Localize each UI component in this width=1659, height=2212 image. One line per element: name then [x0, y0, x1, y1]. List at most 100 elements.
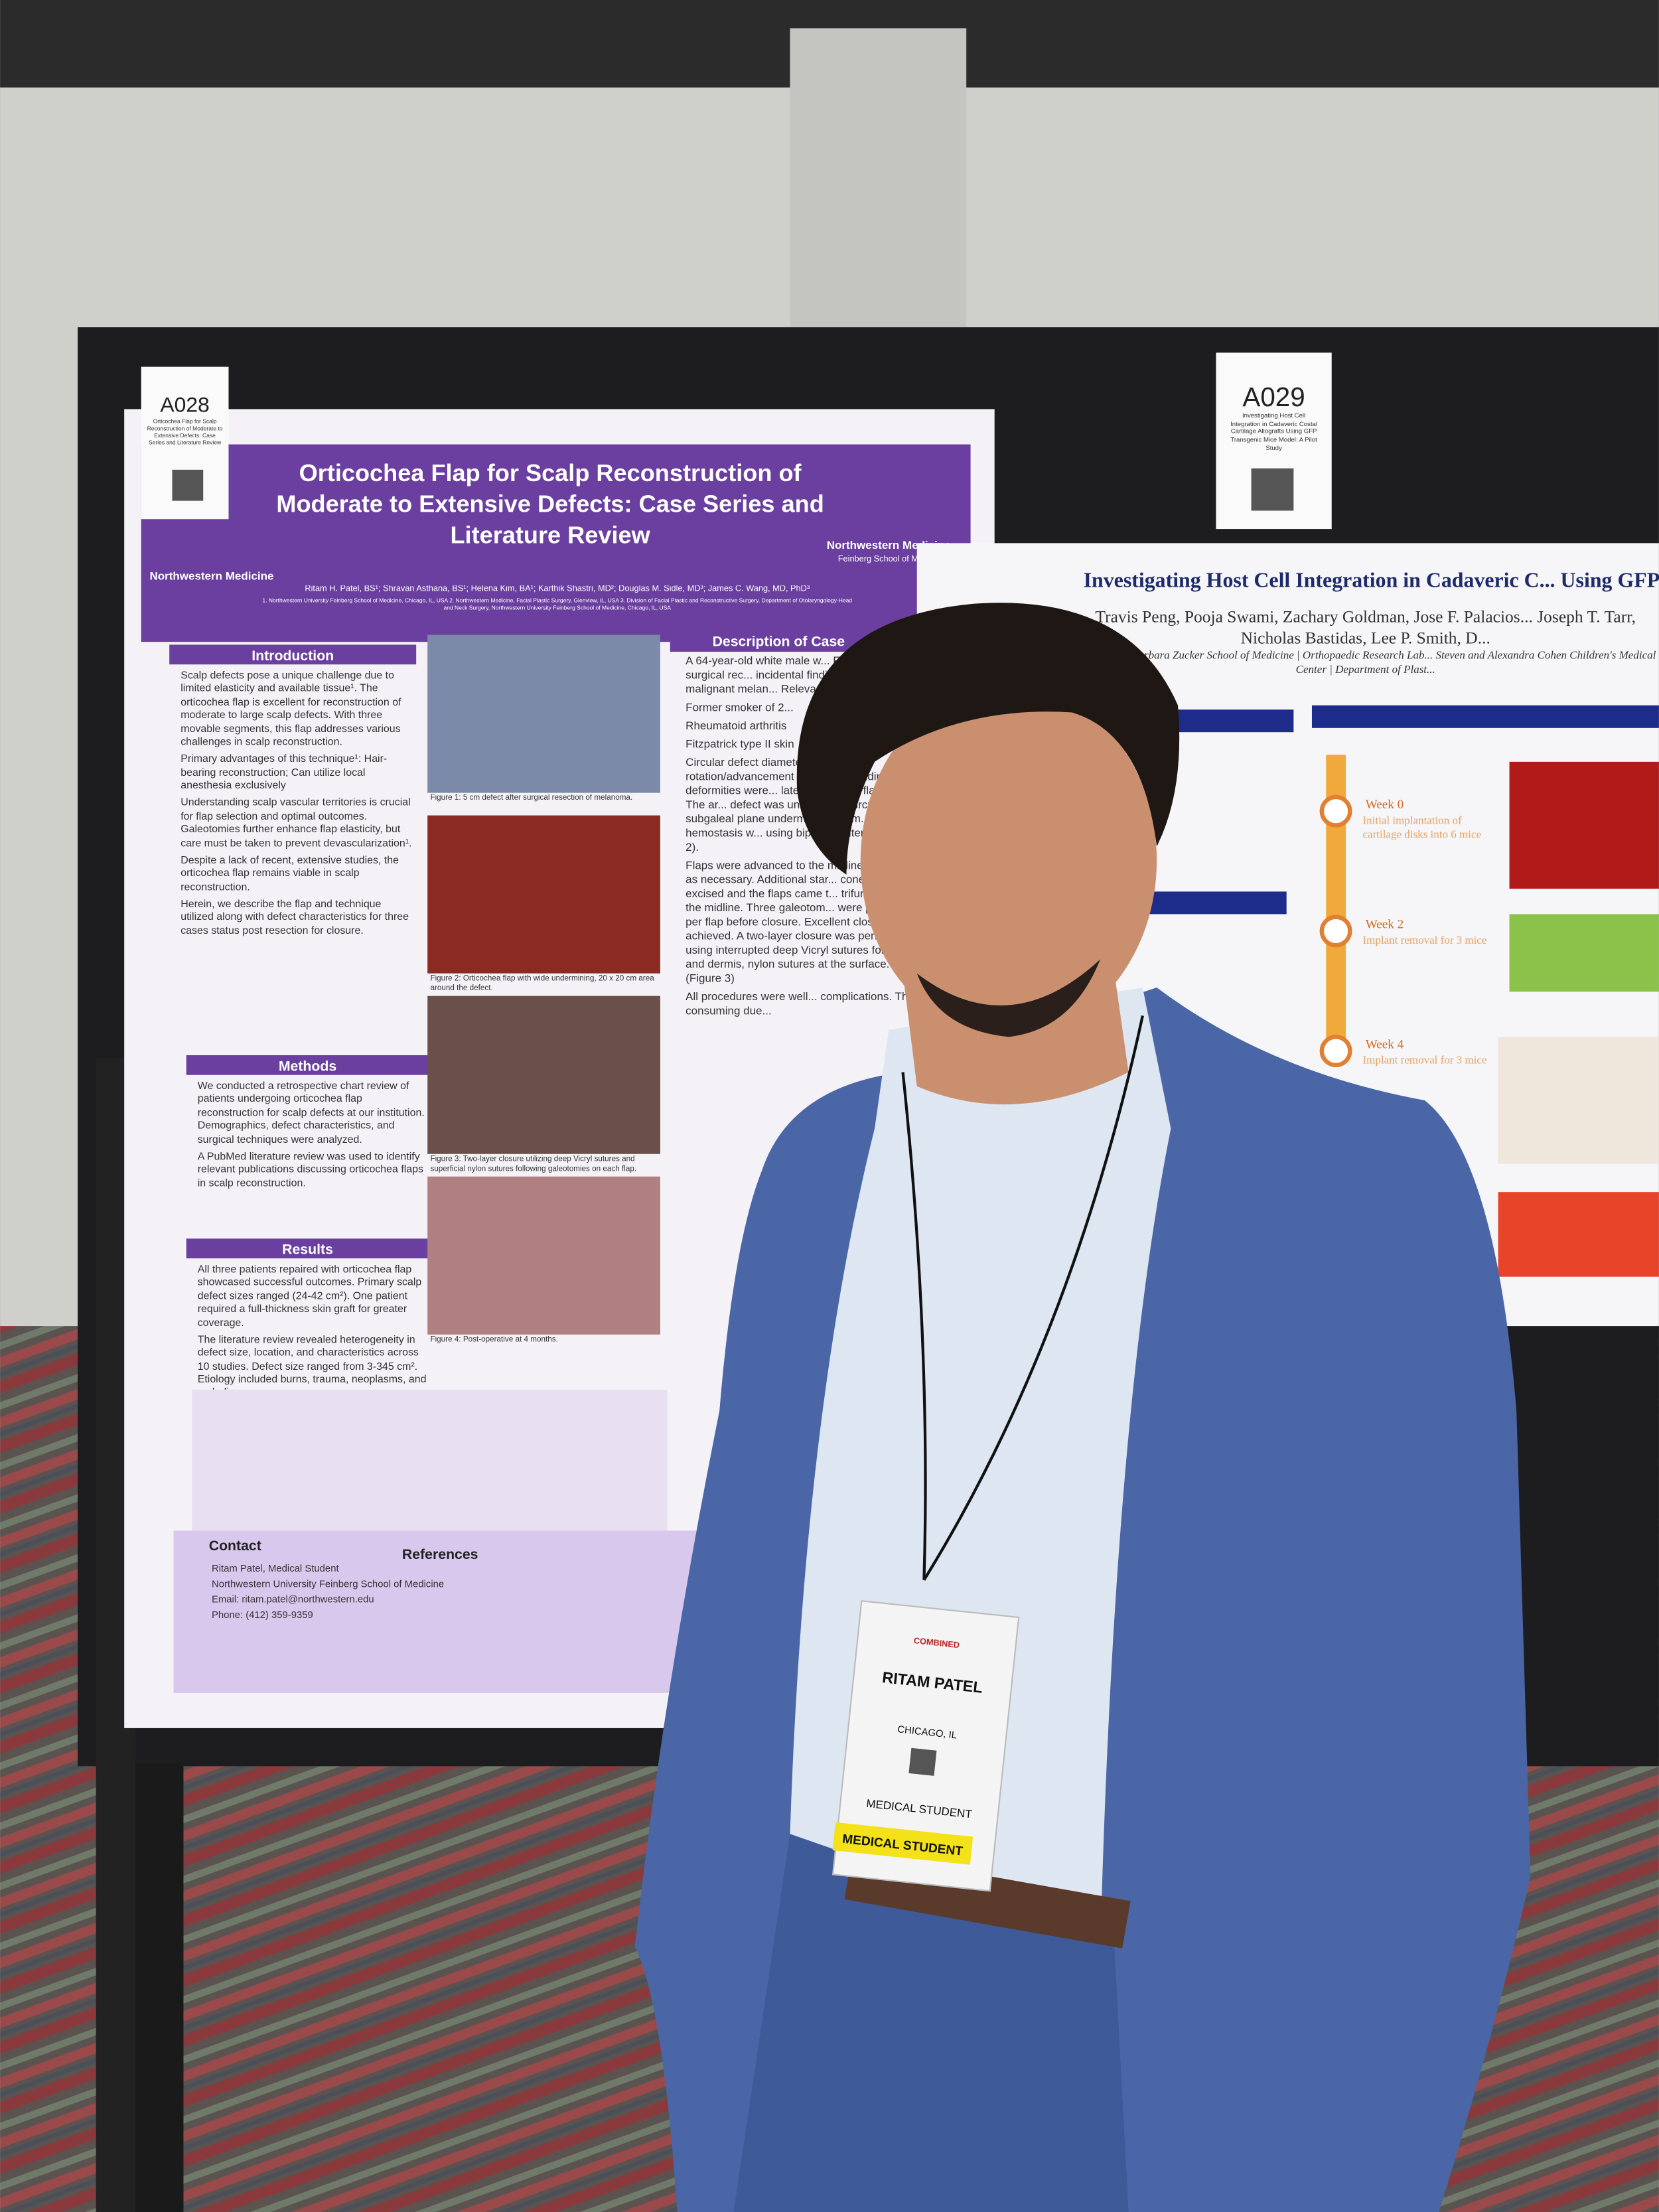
results-table [192, 1389, 668, 1538]
bullet: Flaps were advanced to the midline... ro… [685, 859, 921, 986]
timeline-text-box: Implant removal for 3 mice [1362, 1053, 1487, 1067]
bullet: Rheumatoid arthritis [685, 719, 921, 733]
bullet: We conducted a retrospective chart revie… [198, 1079, 429, 1145]
section-body-box: Scalp defects pose a unique challenge du… [169, 669, 416, 1064]
bullet: All three patients repaired with orticoc… [198, 1262, 429, 1329]
bullet: Former smoker of 2... [685, 701, 921, 715]
logo: Northwestern Medicine [149, 570, 273, 583]
section-body: Scalp defects pose a unique challenge du… [169, 669, 416, 937]
figure-image [427, 815, 660, 974]
contact: Ritam Patel, Medical Student Northwestern… [212, 1564, 444, 1621]
right-authors-box: Travis Peng, Pooja Swami, Zachary Goldma… [1072, 607, 1659, 677]
poster-title: Orticochea Flap for Scalp Reconstruction… [276, 459, 824, 550]
figure-caption-box [1509, 914, 1659, 992]
section-heading-bg [169, 644, 417, 665]
bullet: The literature review revealed heterogen… [198, 1333, 429, 1396]
badge-event: COMBINED [913, 1635, 960, 1650]
pillar [790, 28, 967, 339]
bullet-list: We conducted a retrospective chart revie… [186, 1079, 429, 1189]
stand-leg [134, 1763, 184, 2212]
affiliations: Donald and Barbara Zucker School of Medi… [1075, 648, 1656, 676]
sections: Introduction Scalp defects pose a unique … [169, 644, 429, 1396]
contact-line: Ritam Patel, Medical Student [212, 1564, 339, 1574]
poster-title-box: Orticochea Flap for Scalp Reconstruction… [276, 459, 824, 550]
badge-card [831, 1600, 1020, 1892]
bullet: A PubMed literature review was used to i… [198, 1149, 429, 1189]
figure-image [1509, 761, 1659, 889]
figure-image [427, 1176, 660, 1335]
face [860, 684, 1157, 1037]
bullet-list: All three patients repaired with orticoc… [186, 1262, 429, 1396]
bullet: Primary advantages of this technique¹: H… [180, 752, 416, 792]
authors: Ritam H. Patel, BS¹; Shravan Asthana, BS… [261, 585, 853, 610]
figure-caption-box: Figure 2: Orticochea flap with wide unde… [430, 974, 654, 994]
qr-code [1251, 468, 1294, 511]
affiliations: 1. Northwestern University Feinberg Scho… [262, 596, 853, 611]
figure-image [427, 995, 660, 1154]
timeline-text: Initial implantation of cartilage disks … [1362, 814, 1482, 841]
timeline: Week 0 Initial implantation of cartilage … [1319, 794, 1487, 1068]
figure-caption: Figure 4: Post-operative at 4 months. [430, 1335, 558, 1345]
bullet: Fitzpatrick type II skin [685, 738, 921, 752]
figure-caption-box: Figure 4: Post-operative at 4 months. [430, 1335, 558, 1345]
qr-code [172, 469, 204, 501]
timeline-text-box: Initial implantation of cartilage disks … [1362, 814, 1482, 841]
qr-code [908, 1747, 937, 1776]
section-heading: Methods [279, 1058, 336, 1074]
hair [796, 603, 1180, 875]
author-line: Ritam H. Patel, BS¹; Shravan Asthana, BS… [305, 585, 810, 594]
figure-caption: Figure 1: 5 cm defect after surgical res… [430, 794, 633, 803]
section-heading-bg [186, 1055, 429, 1075]
lanyard [901, 1072, 927, 1580]
contact-line: Northwestern University Feinberg School … [212, 1579, 444, 1589]
tag-caption-box: Orticochea Flap for Scalp Reconstruction… [147, 417, 223, 446]
figure-caption-box [1498, 1192, 1659, 1277]
figure-caption-box: Figure 1: 5 cm defect after surgical res… [430, 794, 633, 803]
right-authors: Travis Peng, Pooja Swami, Zachary Goldma… [1072, 607, 1659, 677]
figure-caption: Figure 3: Two-layer closure utilizing de… [430, 1155, 637, 1174]
section-body: We conducted a retrospective chart revie… [186, 1079, 429, 1189]
bullet-list: Scalp defects pose a unique challenge du… [169, 669, 416, 937]
lanyard [922, 1015, 1144, 1581]
timeline-node [1319, 794, 1352, 828]
tag-caption-box: Investigating Host Cell Integration in C… [1230, 411, 1317, 451]
bullet: Herein, we describe the flap and techniq… [180, 897, 416, 937]
section-heading: Introduction [252, 648, 334, 664]
tag-code: A029 [1242, 382, 1305, 412]
section-heading-bg [1311, 705, 1659, 728]
figure-image [427, 634, 660, 793]
section-body-box: We conducted a retrospective chart revie… [186, 1079, 429, 1246]
references-heading: References [402, 1546, 478, 1562]
section-heading: Description of Case [713, 634, 845, 650]
timeline-text: Implant removal for 3 mice [1362, 1053, 1487, 1067]
contact-line: Phone: (412) 359-9359 [212, 1610, 313, 1621]
tag-caption: Investigating Host Cell Integration in C… [1230, 411, 1317, 451]
poster-header [141, 444, 971, 642]
timeline-node [1319, 1035, 1352, 1068]
bullet: Scalp defects pose a unique challenge du… [180, 669, 416, 749]
bullet: All procedures were well... complication… [685, 990, 921, 1019]
timeline-node [1319, 915, 1352, 948]
contact-line: Email: ritam.patel@northwestern.edu [212, 1595, 374, 1605]
beard [916, 959, 1101, 1037]
badge-ribbon [832, 1822, 974, 1865]
figure-caption: Figure 2: Orticochea flap with wide unde… [430, 974, 654, 994]
section-body: All three patients repaired with orticoc… [186, 1262, 429, 1396]
figure-caption-box: Figure 3: Two-layer closure utilizing de… [430, 1155, 637, 1174]
section-heading-bg [186, 1238, 429, 1259]
tag-caption: Orticochea Flap for Scalp Reconstruction… [147, 417, 223, 446]
poster-title: Investigating Host Cell Integration in C… [1084, 568, 1659, 591]
bullet: Despite a lack of recent, extensive stud… [180, 853, 416, 893]
tag-code: A028 [160, 393, 209, 417]
badge: COMBINED RITAM PATEL CHICAGO, IL MEDICAL… [831, 1600, 1020, 1892]
figure-image [1498, 1037, 1659, 1164]
timeline-text: Implant removal for 3 mice [1362, 934, 1487, 947]
section-heading: Results [282, 1242, 333, 1258]
author-line: Travis Peng, Pooja Swami, Zachary Goldma… [1095, 607, 1636, 648]
bullet: Understanding scalp vascular territories… [180, 796, 416, 849]
timeline-label: Week 4 [1366, 1037, 1404, 1051]
timeline-label: Week 2 [1366, 918, 1404, 932]
authors-box: Ritam H. Patel, BS¹; Shravan Asthana, BS… [261, 585, 853, 610]
